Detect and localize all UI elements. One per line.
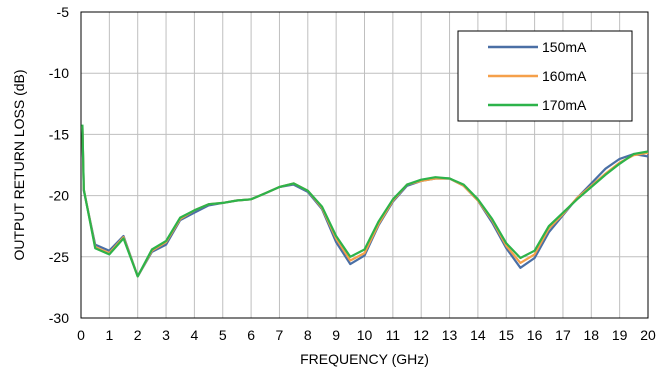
y-tick-label: -25 bbox=[49, 249, 69, 265]
x-tick-label: 1 bbox=[105, 327, 113, 343]
x-tick-label: 14 bbox=[470, 327, 486, 343]
x-axis-ticks: 0 1 2 3 4 5 6 7 8 9 10 11 12 13 14 15 16 17 18 19 20 bbox=[77, 327, 656, 343]
legend: 150mA 160mA 170mA bbox=[457, 30, 633, 122]
x-tick-label: 2 bbox=[134, 327, 142, 343]
legend-box bbox=[457, 30, 633, 122]
x-tick-label: 12 bbox=[413, 327, 429, 343]
x-tick-label: 10 bbox=[357, 327, 373, 343]
x-tick-label: 0 bbox=[77, 327, 85, 343]
legend-label: 170mA bbox=[542, 97, 587, 113]
x-tick-label: 11 bbox=[386, 327, 401, 343]
series-line-150mA bbox=[81, 127, 649, 278]
x-tick-label: 4 bbox=[191, 327, 199, 343]
x-tick-label: 5 bbox=[219, 327, 227, 343]
x-tick-label: 7 bbox=[276, 327, 284, 343]
y-tick-label: -30 bbox=[49, 310, 69, 326]
x-tick-label: 19 bbox=[612, 327, 628, 343]
x-tick-label: 16 bbox=[527, 327, 543, 343]
legend-label: 150mA bbox=[542, 39, 587, 55]
x-tick-label: 17 bbox=[555, 327, 571, 343]
x-tick-label: 9 bbox=[332, 327, 340, 343]
series-line-170mA bbox=[81, 124, 649, 278]
y-axis-ticks: -30 -25 -20 -15 -10 -5 bbox=[49, 4, 69, 326]
x-axis-label: FREQUENCY (GHz) bbox=[300, 351, 429, 367]
y-tick-label: -5 bbox=[57, 4, 70, 20]
y-tick-label: -20 bbox=[49, 188, 69, 204]
x-tick-label: 15 bbox=[498, 327, 514, 343]
legend-label: 160mA bbox=[542, 68, 587, 84]
x-tick-label: 6 bbox=[247, 327, 255, 343]
x-tick-label: 8 bbox=[304, 327, 312, 343]
y-axis-label: OUTPUT RETURN LOSS (dB) bbox=[11, 69, 27, 260]
x-tick-label: 3 bbox=[162, 327, 170, 343]
x-tick-label: 20 bbox=[640, 327, 656, 343]
y-tick-label: -10 bbox=[49, 65, 69, 81]
series-layer bbox=[81, 124, 649, 278]
x-tick-label: 18 bbox=[584, 327, 600, 343]
x-tick-label: 13 bbox=[442, 327, 458, 343]
plot-area bbox=[80, 11, 649, 319]
y-tick-label: -15 bbox=[49, 126, 69, 142]
